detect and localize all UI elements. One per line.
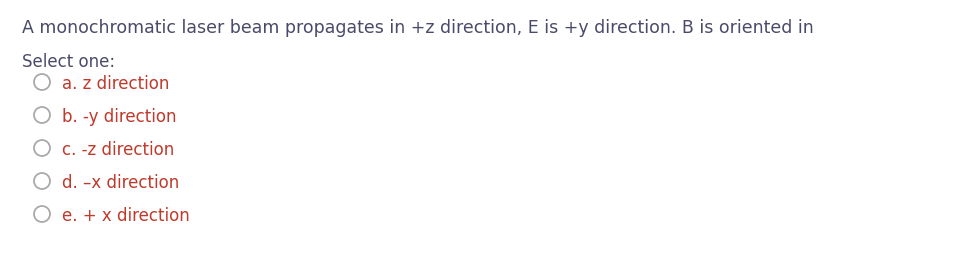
Text: A monochromatic laser beam propagates in +z direction, E is +y direction. B is o: A monochromatic laser beam propagates in… [22,19,814,37]
Text: e. + x direction: e. + x direction [62,207,189,225]
Text: a. z direction: a. z direction [62,75,169,93]
Text: b. -y direction: b. -y direction [62,108,177,126]
Text: c. -z direction: c. -z direction [62,141,174,159]
Text: d. –x direction: d. –x direction [62,174,179,192]
Text: Select one:: Select one: [22,53,115,71]
